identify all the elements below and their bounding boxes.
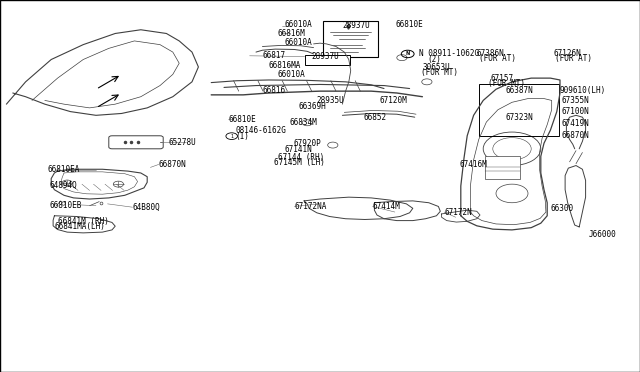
- Text: 66810E: 66810E: [396, 20, 423, 29]
- Bar: [305, 55, 350, 65]
- Text: 64894Q: 64894Q: [50, 181, 77, 190]
- Text: 1: 1: [230, 134, 233, 139]
- Text: 28937U: 28937U: [312, 52, 339, 61]
- Text: 66841M (RH): 66841M (RH): [58, 217, 108, 226]
- Bar: [485, 156, 520, 179]
- Text: 67172NA: 67172NA: [294, 202, 327, 211]
- Text: 67141N: 67141N: [284, 145, 312, 154]
- Text: 67419N: 67419N: [562, 119, 589, 128]
- Text: 909610(LH): 909610(LH): [560, 86, 606, 94]
- Text: 67323N: 67323N: [506, 113, 533, 122]
- Text: 66870N: 66870N: [562, 131, 589, 140]
- Text: 67126N: 67126N: [554, 49, 581, 58]
- Text: 67144 (RH): 67144 (RH): [278, 153, 324, 162]
- Bar: [479, 84, 559, 136]
- Text: 67920P: 67920P: [293, 139, 321, 148]
- Text: 66817: 66817: [262, 51, 285, 60]
- Text: (FOR AT): (FOR AT): [555, 54, 592, 63]
- Bar: [323, 21, 378, 57]
- Text: (2): (2): [428, 55, 442, 64]
- Text: 66010A: 66010A: [285, 38, 312, 47]
- Text: 67145M (LH): 67145M (LH): [274, 158, 324, 167]
- Text: 66810EA: 66810EA: [48, 165, 81, 174]
- Text: N: N: [406, 51, 410, 57]
- Text: 08146-6162G: 08146-6162G: [236, 126, 286, 135]
- Text: 66387N: 66387N: [506, 86, 533, 94]
- Text: 67386N: 67386N: [477, 49, 504, 58]
- Text: 65278U: 65278U: [169, 138, 196, 147]
- Text: 66852: 66852: [364, 113, 387, 122]
- Text: (FOR MT): (FOR MT): [488, 79, 525, 88]
- Text: 28937U: 28937U: [342, 21, 370, 30]
- Text: N 08911-1062G: N 08911-1062G: [419, 49, 479, 58]
- Text: 67172N: 67172N: [444, 208, 472, 217]
- Text: 30653U: 30653U: [422, 63, 450, 72]
- Text: 66369H: 66369H: [299, 102, 326, 111]
- Text: 67120M: 67120M: [380, 96, 407, 105]
- FancyBboxPatch shape: [109, 136, 163, 149]
- Text: (FOR MT): (FOR MT): [421, 68, 458, 77]
- Text: 66834M: 66834M: [289, 118, 317, 126]
- Text: 28935U: 28935U: [317, 96, 344, 105]
- Text: 67100N: 67100N: [562, 107, 589, 116]
- Text: 66810EB: 66810EB: [50, 201, 83, 210]
- Text: 66810E: 66810E: [228, 115, 256, 124]
- Text: 66841MA(LH): 66841MA(LH): [54, 222, 105, 231]
- Text: (1): (1): [236, 132, 250, 141]
- Text: J66000: J66000: [589, 230, 616, 239]
- Text: (FOR AT): (FOR AT): [479, 54, 516, 63]
- Text: 67355N: 67355N: [562, 96, 589, 105]
- Text: 66300: 66300: [550, 204, 573, 213]
- Text: 66816MA: 66816MA: [269, 61, 301, 70]
- Text: 66816M: 66816M: [277, 29, 305, 38]
- Text: 66816: 66816: [262, 86, 285, 94]
- Text: 67416M: 67416M: [460, 160, 487, 169]
- Text: 64B80Q: 64B80Q: [132, 203, 160, 212]
- Text: 67414M: 67414M: [372, 202, 400, 211]
- Text: 66010A: 66010A: [285, 20, 312, 29]
- Text: 66870N: 66870N: [159, 160, 186, 169]
- Text: 66010A: 66010A: [277, 70, 305, 79]
- Text: 67157: 67157: [491, 74, 514, 83]
